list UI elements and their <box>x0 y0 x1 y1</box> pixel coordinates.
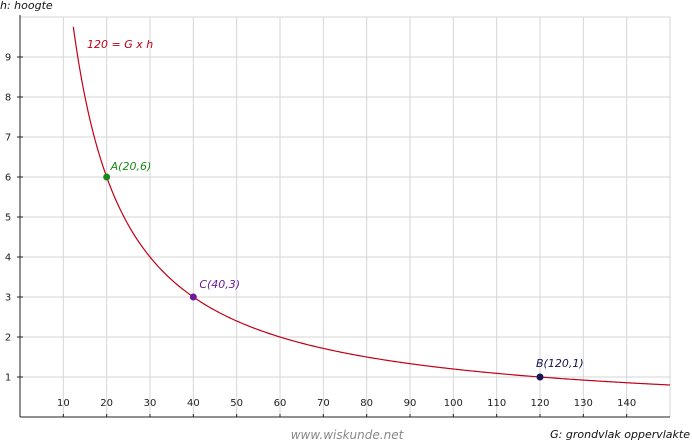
x-tick-label: 100 <box>444 398 463 409</box>
y-tick-label: 5 <box>5 213 11 224</box>
x-tick-label: 40 <box>187 398 200 409</box>
axes <box>19 15 670 418</box>
grid <box>20 16 671 417</box>
data-point <box>189 293 197 301</box>
y-axis-label: h: hoogte <box>0 0 53 12</box>
y-tick-label: 4 <box>5 253 11 264</box>
points: A(20,6) C(40,3) B(120,1) <box>103 160 584 381</box>
x-tick-label: 20 <box>100 398 113 409</box>
x-tick-label: 60 <box>274 398 287 409</box>
y-tick-label: 3 <box>5 293 11 304</box>
x-tick-label: 90 <box>404 398 417 409</box>
x-tick-label: 120 <box>530 398 549 409</box>
x-tick-label: 70 <box>317 398 330 409</box>
x-tick-label: 50 <box>230 398 243 409</box>
x-tick-label: 130 <box>574 398 593 409</box>
y-tick-label: 9 <box>5 53 11 64</box>
y-tick-label: 8 <box>5 93 11 104</box>
x-tick-label: 110 <box>487 398 506 409</box>
data-point <box>536 373 544 381</box>
watermark: www.wiskunde.net <box>291 428 405 441</box>
x-tick-label: 80 <box>360 398 373 409</box>
y-tick-label: 1 <box>5 373 11 384</box>
data-point-label: B(120,1) <box>536 357 584 370</box>
x-axis-label: G: grondvlak oppervlakte <box>550 428 690 441</box>
y-tick-label: 7 <box>5 133 11 144</box>
data-point-label: A(20,6) <box>110 160 152 173</box>
y-tick-label: 2 <box>5 333 11 344</box>
series-label: 120 = G x h <box>87 38 153 51</box>
x-tick-label: 140 <box>617 398 636 409</box>
data-point-label: C(40,3) <box>199 278 240 291</box>
x-ticks: 10 20 30 40 50 60 70 80 90 100 110 120 130 140 <box>57 398 636 417</box>
x-tick-label: 30 <box>144 398 157 409</box>
y-tick-label: 6 <box>5 173 11 184</box>
y-ticks: 1 2 3 4 5 6 7 8 9 <box>5 53 23 384</box>
series-line <box>72 26 671 386</box>
x-tick-label: 10 <box>57 398 70 409</box>
data-point <box>103 173 111 181</box>
